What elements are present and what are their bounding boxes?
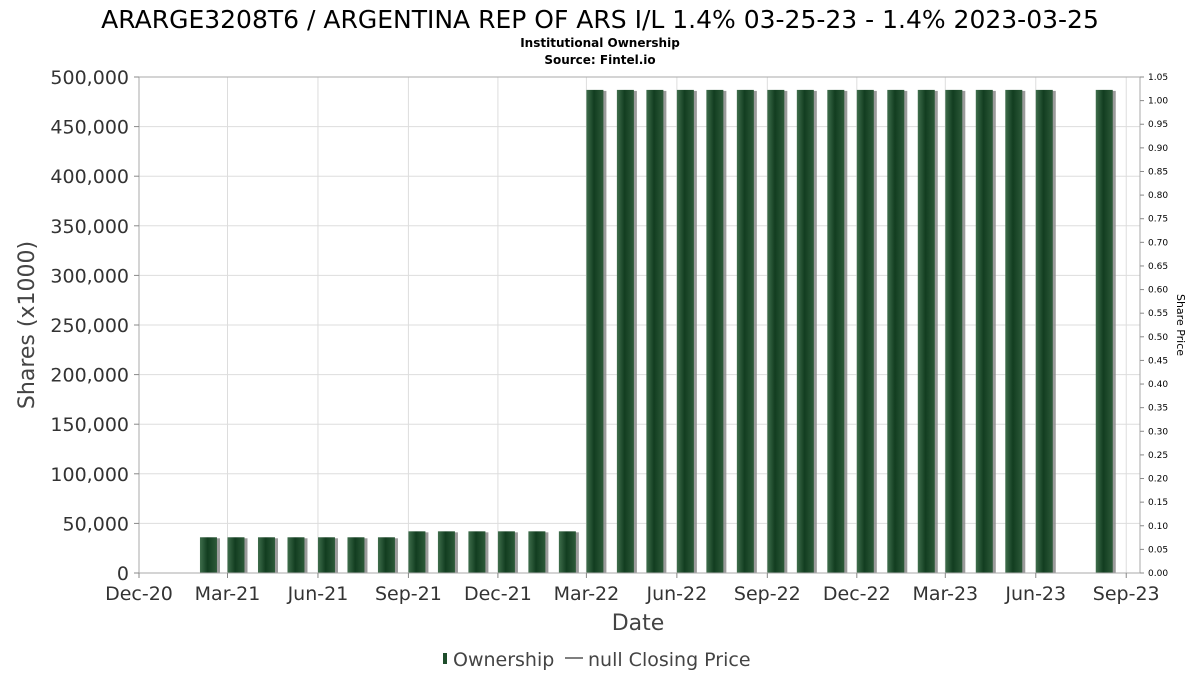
x-tick-label: Mar-22 bbox=[554, 583, 620, 605]
ownership-bar bbox=[706, 89, 724, 574]
y2-tick-label: 0.40 bbox=[1148, 380, 1168, 390]
ownership-bar bbox=[676, 89, 694, 574]
ownership-bar bbox=[558, 531, 576, 573]
y2-tick-label: 0.00 bbox=[1148, 569, 1168, 579]
legend-closing-price-label: null Closing Price bbox=[588, 649, 751, 671]
y2-tick-label: 0.55 bbox=[1148, 309, 1168, 319]
ownership-bar bbox=[528, 531, 546, 573]
ownership-bar bbox=[1035, 89, 1053, 574]
ownership-bar bbox=[377, 537, 395, 573]
y2-tick-label: 0.25 bbox=[1148, 451, 1168, 461]
x-tick-label: Sep-23 bbox=[1093, 583, 1160, 605]
ownership-bar bbox=[317, 537, 335, 573]
chart-subtitle-line-2: Source: Fintel.io bbox=[544, 53, 655, 67]
y2-tick-label: 0.70 bbox=[1148, 238, 1168, 248]
ownership-bar bbox=[199, 537, 217, 573]
x-axis-ticks: Dec-20 Mar-21 Jun-21 Sep-21 Dec-21 Mar-22 Jun-… bbox=[105, 573, 1160, 605]
y2-tick-label: 0.10 bbox=[1148, 522, 1168, 532]
chart-subtitle-line-1: Institutional Ownership bbox=[520, 36, 680, 50]
y-tick-label: 350,000 bbox=[50, 216, 129, 238]
y2-tick-label: 0.35 bbox=[1148, 404, 1168, 414]
ownership-bar bbox=[1005, 89, 1023, 574]
legend-ownership-swatch bbox=[443, 653, 447, 664]
x-tick-label: Dec-20 bbox=[105, 583, 173, 605]
ownership-bar bbox=[856, 89, 874, 574]
ownership-bar bbox=[468, 531, 486, 573]
ownership-bar bbox=[347, 537, 365, 573]
y-tick-label: 500,000 bbox=[50, 67, 129, 89]
ownership-bar bbox=[1095, 89, 1113, 574]
y-tick-label: 50,000 bbox=[63, 513, 129, 535]
y2-tick-label: 0.90 bbox=[1148, 144, 1168, 154]
ownership-bar bbox=[767, 89, 785, 574]
y-tick-label: 150,000 bbox=[50, 414, 129, 436]
ownership-bar bbox=[408, 531, 426, 573]
y-tick-label: 450,000 bbox=[50, 117, 129, 139]
x-tick-label: Jun-22 bbox=[645, 583, 707, 605]
x-tick-label: Jun-23 bbox=[1004, 583, 1066, 605]
ownership-bar bbox=[917, 89, 935, 574]
y-tick-label: 250,000 bbox=[50, 315, 129, 337]
x-tick-label: Dec-22 bbox=[823, 583, 891, 605]
y-tick-label: 100,000 bbox=[50, 464, 129, 486]
ownership-bar bbox=[646, 89, 664, 574]
ownership-bar bbox=[975, 89, 993, 574]
y2-tick-label: 0.80 bbox=[1148, 191, 1168, 201]
x-tick-label: Mar-23 bbox=[912, 583, 978, 605]
ownership-bar bbox=[497, 531, 515, 573]
y2-tick-label: 0.45 bbox=[1148, 356, 1168, 366]
y2-tick-label: 1.05 bbox=[1148, 73, 1168, 83]
legend-ownership-label: Ownership bbox=[453, 649, 554, 671]
y2-tick-label: 0.15 bbox=[1148, 498, 1168, 508]
y2-axis-ticks: 0.00 0.05 0.10 0.15 0.20 0.25 0.30 0.35 0.40 0.45… bbox=[1140, 73, 1168, 579]
y-axis-ticks: 0 50,000 100,000 150,000 200,000 250,000 300,0… bbox=[50, 67, 139, 585]
y-tick-label: 400,000 bbox=[50, 166, 129, 188]
x-tick-label: Sep-21 bbox=[375, 583, 442, 605]
y-tick-label: 300,000 bbox=[50, 265, 129, 287]
ownership-bar bbox=[437, 531, 455, 573]
ownership-bar bbox=[227, 537, 245, 573]
ownership-bar bbox=[287, 537, 305, 573]
x-axis-title: Date bbox=[612, 611, 665, 636]
y2-tick-label: 1.00 bbox=[1148, 97, 1168, 107]
ownership-bar bbox=[616, 89, 634, 574]
bars bbox=[199, 89, 1116, 574]
ownership-bar bbox=[257, 537, 275, 573]
y2-tick-label: 0.85 bbox=[1148, 167, 1168, 177]
ownership-bar bbox=[796, 89, 814, 574]
y2-axis-title: Share Price bbox=[1174, 294, 1187, 356]
ownership-bar bbox=[945, 89, 963, 574]
ownership-bar bbox=[736, 89, 754, 574]
y-axis-title: Shares (x1000) bbox=[15, 241, 40, 409]
y-tick-label: 0 bbox=[117, 563, 129, 585]
x-tick-label: Jun-21 bbox=[287, 583, 349, 605]
y2-tick-label: 0.60 bbox=[1148, 286, 1168, 296]
y2-tick-label: 0.75 bbox=[1148, 215, 1168, 225]
y2-tick-label: 0.05 bbox=[1148, 545, 1168, 555]
x-tick-label: Sep-22 bbox=[734, 583, 801, 605]
y2-tick-label: 0.95 bbox=[1148, 120, 1168, 130]
ownership-bar bbox=[827, 89, 845, 574]
y2-tick-label: 0.50 bbox=[1148, 333, 1168, 343]
legend: Ownership null Closing Price bbox=[443, 649, 751, 671]
chart-title: ARARGE3208T6 / ARGENTINA REP OF ARS I/L … bbox=[101, 5, 1099, 34]
x-tick-label: Dec-21 bbox=[464, 583, 532, 605]
y2-tick-label: 0.65 bbox=[1148, 262, 1168, 272]
ownership-bar bbox=[586, 89, 604, 574]
x-tick-label: Mar-21 bbox=[195, 583, 261, 605]
ownership-bar bbox=[887, 89, 905, 574]
y-tick-label: 200,000 bbox=[50, 365, 129, 387]
y2-tick-label: 0.20 bbox=[1148, 475, 1168, 485]
y2-tick-label: 0.30 bbox=[1148, 427, 1168, 437]
